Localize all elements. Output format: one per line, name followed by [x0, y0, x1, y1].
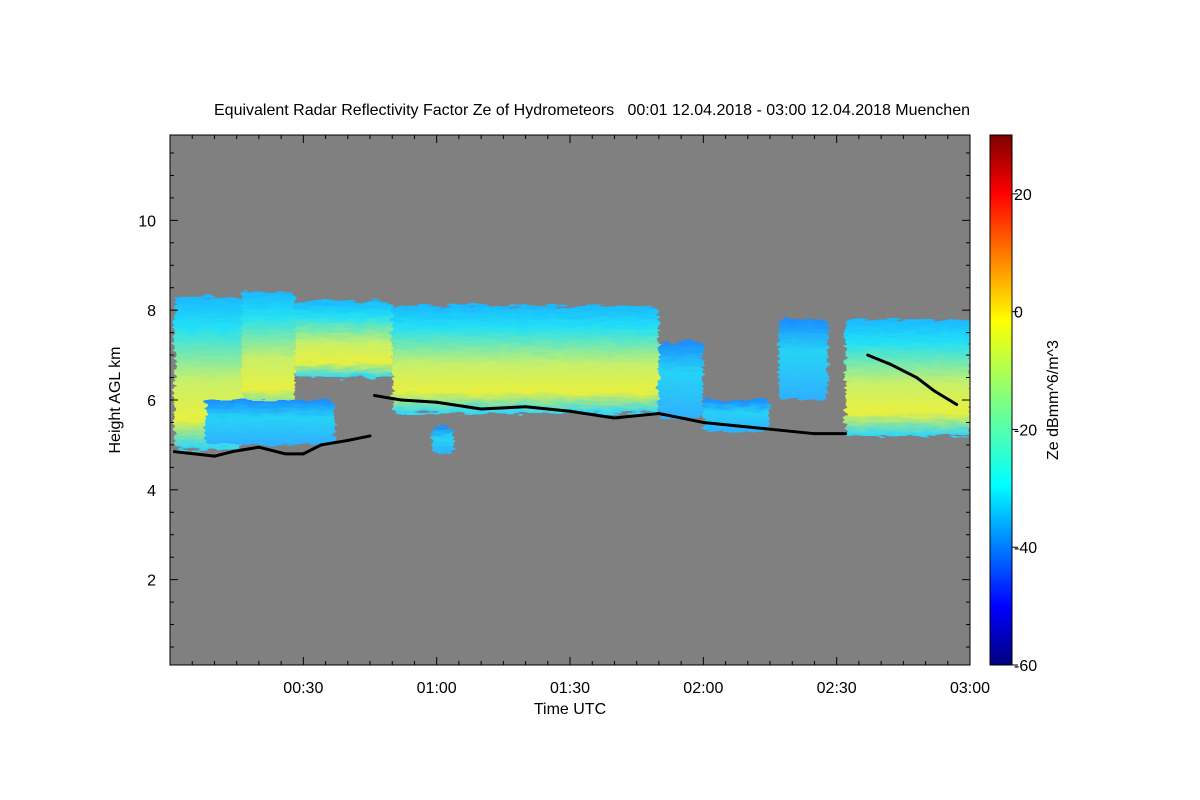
- x-axis-title: Time UTC: [534, 701, 606, 718]
- echo-regions: [174, 292, 970, 454]
- cloud-base-segment: [866, 353, 892, 366]
- y-axis-title: Height AGL km: [107, 346, 124, 453]
- cloud-base-segment: [612, 411, 661, 420]
- colorbar-title: Ze dBmm^6/m^3: [1045, 340, 1062, 460]
- cloud-base-segment: [435, 400, 483, 411]
- echo-region-2: [241, 292, 295, 414]
- cloud-base-segment: [790, 429, 816, 436]
- x-tick-label: 03:00: [950, 680, 990, 697]
- cloud-base-segment: [230, 445, 261, 454]
- cloud-base-segment: [172, 450, 216, 458]
- cloud-base-segment: [657, 411, 705, 424]
- echo-region-5: [432, 426, 455, 454]
- cloud-base-line: [172, 353, 959, 458]
- colorbar-ticks: 20 0 -20 -40 -60: [1012, 187, 1037, 675]
- cloud-base-segment: [932, 389, 959, 406]
- cloud-base-segment: [257, 445, 288, 456]
- y-tick-label: 6: [147, 393, 156, 410]
- cloud-base-segment: [888, 362, 919, 380]
- colorbar-tick-label: -40: [1014, 540, 1037, 557]
- y-axis-ticks: 2 4 6 8 10: [138, 152, 970, 648]
- y-tick-label: 2: [147, 573, 156, 590]
- colorbar-tick-label: -60: [1014, 658, 1037, 675]
- x-tick-label: 02:00: [683, 680, 723, 697]
- colorbar: [989, 134, 1013, 666]
- echo-region-10: [845, 319, 970, 436]
- cloud-base-segment: [346, 434, 372, 442]
- cloud-base-segment: [915, 376, 936, 393]
- cloud-base-segment: [524, 405, 572, 413]
- cloud-base-segment: [372, 394, 403, 402]
- echo-region-7: [658, 341, 704, 418]
- cloud-base-segment: [701, 420, 750, 429]
- y-tick-label: 10: [138, 213, 156, 230]
- x-tick-label: 00:30: [283, 680, 323, 697]
- chart-title: Equivalent Radar Reflectivity Factor Ze …: [214, 102, 970, 119]
- colorbar-tick-label: -20: [1014, 422, 1037, 439]
- colorbar-tick-label: 20: [1014, 187, 1032, 204]
- cloud-base-segment: [212, 450, 234, 458]
- x-tick-label: 01:30: [550, 680, 590, 697]
- echo-region-9: [778, 319, 828, 400]
- x-tick-label: 02:30: [817, 680, 857, 697]
- echo-region-4: [205, 400, 335, 445]
- x-tick-label: 01:00: [417, 680, 457, 697]
- echo-region-6: [392, 305, 659, 414]
- cloud-base-segment: [479, 405, 528, 411]
- cloud-base-segment: [319, 438, 350, 447]
- cloud-base-segment: [746, 425, 794, 433]
- echo-region-3: [294, 301, 393, 378]
- cloud-base-segment: [568, 409, 616, 420]
- x-axis-ticks: 00:30 01:00 01:30 02:00 02:30 03:00: [191, 135, 990, 697]
- cloud-base-segment: [399, 398, 439, 404]
- y-tick-label: 8: [147, 303, 156, 320]
- colorbar-tick-label: 0: [1014, 305, 1023, 322]
- y-tick-label: 4: [147, 483, 156, 500]
- cloud-base-segment: [301, 443, 323, 456]
